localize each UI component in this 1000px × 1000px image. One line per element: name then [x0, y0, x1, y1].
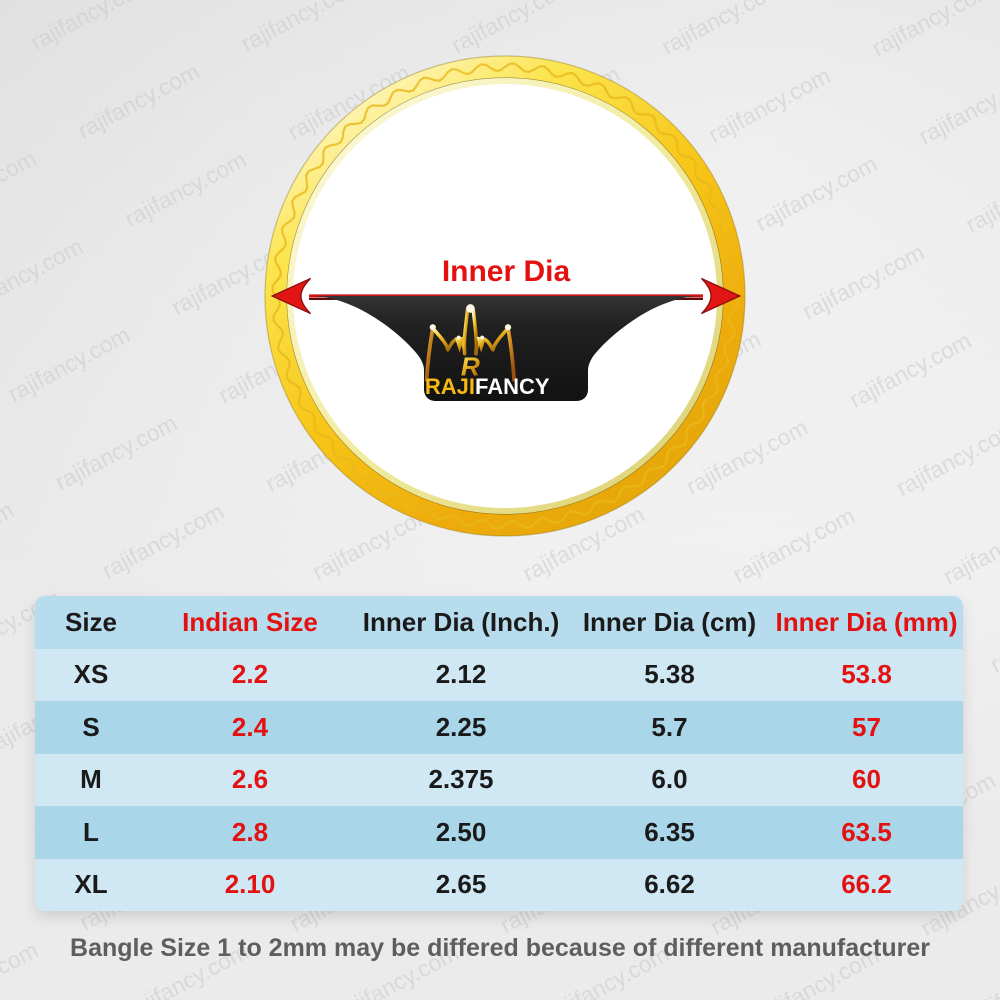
svg-text:RAJI: RAJI	[425, 374, 475, 399]
svg-text:Inner Dia: Inner Dia	[442, 255, 571, 288]
svg-text:FANCY: FANCY	[475, 374, 550, 399]
